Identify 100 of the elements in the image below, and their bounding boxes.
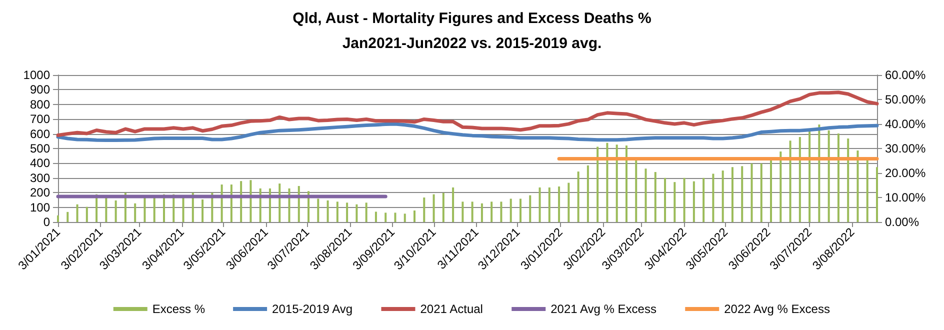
bar (326, 200, 329, 222)
bar (356, 204, 358, 222)
bar (750, 163, 753, 222)
bar (568, 182, 570, 222)
bar (519, 198, 522, 222)
bar (856, 150, 859, 222)
bar (144, 198, 146, 222)
bar (760, 163, 762, 222)
bar (365, 202, 368, 222)
bar (770, 160, 772, 222)
bar (741, 166, 744, 222)
y2-tick-label: 60.00% (885, 68, 926, 82)
y-tick-label: 100 (30, 200, 50, 214)
bar (828, 130, 830, 222)
bar (462, 202, 464, 222)
legend-label: 2022 Avg % Excess (724, 302, 830, 316)
bar (66, 212, 69, 222)
y-tick-label: 700 (30, 112, 50, 126)
bar (394, 212, 396, 222)
bar (586, 165, 589, 222)
bar (510, 198, 512, 222)
line-series (56, 122, 879, 142)
bar (336, 202, 338, 222)
bar (182, 198, 184, 222)
legend-label: Excess % (152, 302, 206, 316)
bar (500, 202, 502, 222)
bar (606, 142, 608, 222)
y-tick-label: 1000 (23, 68, 50, 82)
bar (866, 160, 868, 222)
bar (105, 198, 108, 222)
y-tick-label: 400 (30, 156, 50, 170)
y-tick-label: 500 (30, 142, 50, 156)
bar (404, 214, 406, 222)
bar (722, 170, 724, 222)
bar (664, 178, 666, 222)
bar (230, 184, 232, 222)
y-tick-label: 900 (30, 82, 50, 97)
bar (818, 124, 820, 222)
bar (278, 184, 281, 222)
y-tick-label: 800 (30, 97, 50, 112)
bar (616, 144, 618, 222)
bar (847, 138, 850, 222)
bar (480, 203, 483, 222)
bar (220, 184, 223, 222)
bar (432, 194, 435, 222)
bar (529, 195, 532, 222)
bar (240, 181, 242, 222)
bar (712, 174, 714, 222)
bar (442, 192, 444, 222)
chart-title: Qld, Aust - Mortality Figures and Excess Deaths % (292, 10, 652, 27)
bar (471, 202, 474, 222)
legend-label: 2021 Actual (420, 302, 483, 316)
bar (625, 146, 628, 222)
bar (808, 131, 811, 222)
line-series (56, 90, 879, 138)
bar (876, 167, 878, 222)
bar (452, 187, 454, 222)
bar (837, 134, 840, 222)
bar (490, 202, 493, 222)
bar (558, 186, 560, 222)
y-tick-label: 600 (30, 126, 50, 141)
y-tick-label: 300 (30, 170, 50, 185)
bar (384, 212, 387, 222)
bar (76, 204, 78, 222)
bar (317, 198, 320, 222)
bar (644, 168, 647, 222)
bar (596, 146, 599, 222)
y2-tick-label: 50.00% (885, 92, 926, 106)
bar (683, 178, 686, 222)
bar (114, 200, 117, 222)
bar (374, 212, 377, 222)
bar (780, 151, 782, 222)
y2-tick-label: 10.00% (885, 190, 926, 204)
bar (674, 182, 676, 222)
chart-subtitle: Jan2021-Jun2022 vs. 2015-2019 avg. (342, 35, 602, 52)
bar (654, 172, 656, 222)
bar (423, 198, 426, 222)
bar (548, 187, 550, 222)
bar (577, 172, 580, 222)
bar (202, 199, 204, 222)
bar (134, 203, 136, 222)
y2-tick-label: 40.00% (885, 117, 926, 131)
bar (538, 187, 541, 222)
y2-tick-label: 0.00% (885, 215, 920, 229)
bar (692, 181, 695, 222)
bar (346, 202, 348, 222)
bar (57, 215, 59, 222)
y-tick-label: 200 (30, 186, 50, 200)
bar (702, 178, 705, 222)
bar (789, 140, 792, 222)
bar (86, 206, 88, 222)
y2-tick-label: 20.00% (885, 166, 926, 180)
bar (731, 167, 734, 222)
bar (153, 198, 156, 222)
bar (298, 186, 300, 222)
bar (414, 210, 416, 222)
legend-label: 2015-2019 Avg (272, 302, 353, 316)
bar (798, 136, 801, 222)
bar (635, 160, 638, 222)
y2-tick-label: 30.00% (885, 142, 926, 156)
